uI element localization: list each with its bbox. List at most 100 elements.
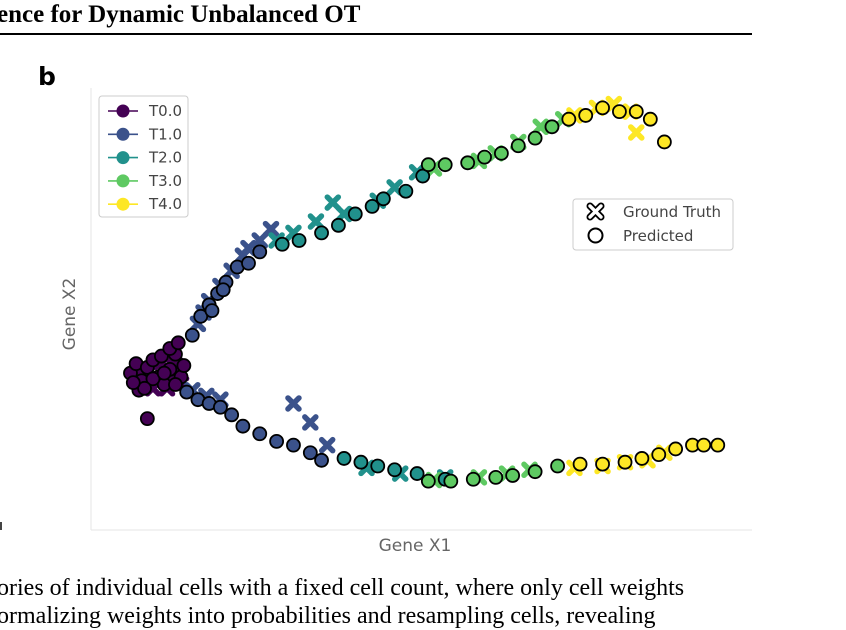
pred-point-t2-0 (274, 236, 290, 252)
pred-point-t3-0 (477, 149, 492, 165)
pred-point-t0-0 (156, 365, 172, 381)
plot-frame (90, 88, 752, 531)
pred-point-t3-0 (420, 157, 436, 173)
pred-point-t1-0 (212, 399, 228, 415)
pred-point-t1-0 (193, 308, 209, 324)
pred-point-t1-0 (179, 384, 195, 400)
pred-point-t2-0 (375, 191, 391, 207)
pred-point-t2-0 (291, 233, 307, 248)
pred-point-t0-0 (145, 371, 161, 387)
gt-point-t3-0 (532, 118, 549, 136)
gt-point-t2-0 (386, 179, 403, 196)
x-axis-label: Gene X1 (379, 536, 452, 556)
pred-point-t3-0 (505, 468, 521, 483)
pred-point-t1-0 (241, 255, 256, 271)
pred-point-t1-0 (286, 437, 301, 453)
pred-point-t3-0 (465, 471, 481, 487)
predicted-layer (123, 100, 726, 489)
pred-point-t1-0 (302, 445, 318, 461)
pred-point-t3-0 (510, 138, 526, 154)
pred-point-t3-0 (437, 157, 453, 173)
legend-label: T4.0 (148, 195, 182, 213)
pred-point-t0-0 (139, 411, 155, 427)
pred-point-t4-0 (617, 454, 633, 470)
gt-point-t1-0 (262, 220, 280, 238)
pred-point-t1-0 (314, 452, 329, 468)
pred-point-t3-0 (460, 155, 476, 171)
pred-point-t4-0 (578, 108, 594, 123)
pred-point-t2-0 (331, 217, 346, 233)
pred-point-t4-0 (651, 447, 667, 463)
pred-point-t4-0 (612, 104, 627, 120)
gt-point-t4-0 (628, 124, 645, 141)
pred-point-t2-0 (398, 183, 414, 199)
legend-entry-t3-0: T3.0 (108, 172, 182, 190)
pred-point-t2-0 (336, 451, 352, 466)
gt-point-t1-0 (318, 436, 336, 454)
legend-entry-t2-0: T2.0 (108, 149, 182, 167)
ground-truth-legend-label: Ground Truth (623, 203, 721, 221)
pred-point-t2-0 (347, 206, 363, 222)
pred-point-t4-0 (634, 451, 650, 466)
legend-marker (116, 151, 130, 165)
gt-point-t2-0 (307, 213, 325, 230)
pred-point-t4-0 (656, 134, 672, 150)
pred-point-t0-0 (168, 377, 183, 392)
pred-point-t2-0 (364, 198, 380, 214)
pred-point-t4-0 (628, 104, 644, 120)
marker-legend: Ground Truth Predicted (572, 198, 734, 251)
pred-point-t0-0 (176, 358, 192, 373)
pred-point-t0-0 (125, 375, 141, 391)
pred-point-t2-0 (387, 462, 403, 478)
pred-point-t1-0 (184, 327, 200, 343)
y-axis-label: Gene X2 (60, 278, 80, 351)
gt-point-t2-0 (335, 205, 353, 223)
legend-entry-t1-0: T1.0 (108, 125, 182, 143)
gt-point-t1-0 (285, 395, 302, 412)
series-legend: T0.0 T1.0 T2.0 T3.0 T4.0 (98, 95, 189, 218)
predicted-legend-label: Predicted (623, 227, 693, 245)
pred-point-t4-0 (696, 437, 712, 453)
legend-label: T3.0 (148, 172, 182, 190)
legend-marker (116, 104, 130, 118)
pred-point-t3-0 (488, 469, 504, 485)
gt-point-t1-0 (240, 239, 257, 257)
pred-point-t4-0 (710, 437, 726, 453)
pred-point-t2-0 (370, 458, 386, 474)
ground-truth-marker-icon (586, 202, 605, 221)
legend-marker (116, 127, 130, 141)
legend-marker (116, 197, 130, 211)
gt-point-t2-0 (324, 194, 342, 211)
pred-point-t3-0 (527, 130, 543, 146)
pred-point-t2-0 (409, 466, 425, 481)
pred-point-t1-0 (269, 433, 285, 449)
legend-label: T1.0 (148, 125, 182, 143)
legend-entry-t4-0: T4.0 (108, 195, 182, 213)
panel-label: b (38, 62, 56, 91)
pred-point-t4-0 (595, 100, 610, 116)
pred-point-t3-0 (443, 473, 459, 489)
pred-point-t1-0 (204, 303, 220, 319)
pred-point-t1-0 (224, 407, 240, 423)
pred-point-t3-0 (493, 145, 509, 161)
pred-point-t0-0 (170, 335, 186, 351)
pred-point-t3-0 (550, 458, 565, 474)
legend-entry-t0-0: T0.0 (108, 102, 182, 120)
header-title: ence for Dynamic Unbalanced OT (0, 1, 361, 28)
legend-label: T2.0 (148, 149, 182, 167)
pred-point-t2-0 (353, 454, 369, 470)
pred-point-t2-0 (314, 225, 329, 241)
predicted-marker-icon (587, 227, 604, 244)
pred-point-t3-0 (527, 464, 543, 480)
pred-point-t1-0 (252, 426, 268, 442)
pred-point-t4-0 (642, 111, 658, 127)
pred-point-t2-0 (415, 168, 431, 184)
pred-point-t1-0 (252, 244, 268, 260)
left-edge-tick (0, 522, 2, 530)
pred-point-t0-0 (137, 380, 152, 396)
legend-label: T0.0 (148, 102, 182, 120)
pred-point-t3-0 (544, 119, 560, 135)
pred-point-t1-0 (215, 282, 231, 298)
caption-line-1: ories of individual cells with a fixed c… (0, 575, 685, 601)
